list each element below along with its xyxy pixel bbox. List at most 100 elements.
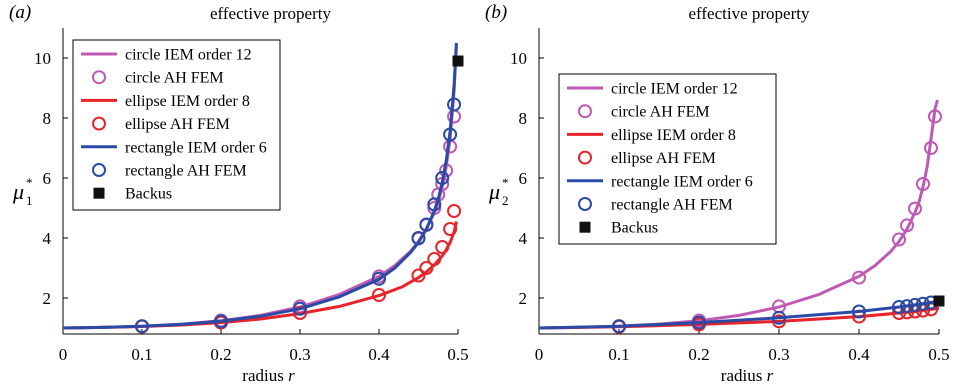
chart-panel-a: (a) effective property 0 0.1 0.2 0.3 0.4 0.5 2 4 6… bbox=[9, 2, 469, 384]
legend-label-ellipse-ah-fem: ellipse AH FEM bbox=[125, 116, 230, 133]
data-point-rectangle-ah-fem bbox=[427, 197, 442, 212]
legend-swatch-ellipse-ah-fem bbox=[578, 150, 592, 165]
legend-label-rectangle-ah-fem: rectangle AH FEM bbox=[611, 197, 733, 214]
data-point-rectangle-ah-fem bbox=[135, 319, 149, 334]
x-tick-label: 0.3 bbox=[768, 345, 789, 364]
legend-swatch-rectangle-ah-fem bbox=[578, 197, 592, 211]
y-tick-label: 6 bbox=[519, 169, 528, 188]
y-tick-label: 2 bbox=[43, 289, 52, 308]
legend-label-ellipse-ah-fem: ellipse AH FEM bbox=[611, 150, 716, 167]
chart-title: effective property bbox=[689, 4, 810, 23]
legend-label-circle-iem-order-12: circle IEM order 12 bbox=[125, 47, 252, 64]
data-point-rectangle-ah-fem bbox=[411, 231, 426, 245]
data-point-ellipse-ah-fem bbox=[372, 288, 386, 302]
data-point-rectangle-ah-fem bbox=[772, 310, 786, 325]
data-point-ellipse-ah-fem bbox=[447, 204, 462, 218]
data-point-circle-ah-fem bbox=[916, 177, 930, 191]
legend-label-rectangle-ah-fem: rectangle AH FEM bbox=[125, 163, 247, 180]
x-tick-label: 0.1 bbox=[131, 345, 152, 364]
y-tick-label: 8 bbox=[43, 109, 52, 128]
x-tick-label: 0.2 bbox=[688, 345, 709, 364]
data-point-ellipse-ah-fem bbox=[435, 240, 450, 254]
y-axis-label-superscript: * bbox=[502, 175, 509, 190]
data-point-ellipse-ah-fem bbox=[411, 268, 426, 283]
x-tick-label: 0.4 bbox=[368, 345, 390, 364]
data-point-rectangle-ah-fem bbox=[293, 301, 307, 316]
data-point-circle-ah-fem bbox=[892, 232, 906, 247]
data-point-ellipse-ah-fem bbox=[443, 222, 458, 236]
x-tick-label: 0 bbox=[535, 345, 544, 364]
legend-swatch-backus bbox=[579, 221, 591, 233]
legend-label-rectangle-iem-order-6: rectangle IEM order 6 bbox=[611, 173, 753, 190]
legend-box bbox=[558, 73, 777, 245]
legend-swatch-rectangle-ah-fem bbox=[92, 163, 106, 177]
y-axis-label: μ bbox=[12, 179, 24, 204]
legend-swatch-backus bbox=[93, 187, 105, 199]
x-tick-label: 0.5 bbox=[928, 345, 949, 364]
legend-label-circle-ah-fem: circle AH FEM bbox=[125, 70, 224, 87]
data-point-backus bbox=[452, 55, 464, 67]
data-point-circle-ah-fem bbox=[924, 141, 938, 155]
data-point-rectangle-ah-fem bbox=[612, 319, 626, 334]
data-point-rectangle-ah-fem bbox=[443, 127, 458, 142]
panel-label: (b) bbox=[485, 2, 507, 23]
chart-title: effective property bbox=[210, 4, 331, 23]
legend-label-backus: Backus bbox=[125, 186, 172, 203]
chart-panel-b: (b) effective property 0 0.1 0.2 0.3 0.4 0.5 2 4 6… bbox=[485, 2, 950, 384]
y-tick-label: 2 bbox=[519, 289, 528, 308]
legend-swatch-circle-ah-fem bbox=[578, 104, 592, 119]
legend: circle IEM order 12 circle AH FEM ellipse … bbox=[558, 73, 777, 245]
y-tick-label: 4 bbox=[43, 229, 52, 248]
x-tick-label: 0.4 bbox=[848, 345, 870, 364]
x-tick-label: 0.1 bbox=[608, 345, 629, 364]
data-point-rectangle-ah-fem bbox=[692, 315, 706, 330]
data-point-rectangle-ah-fem bbox=[372, 271, 386, 286]
data-point-circle-ah-fem bbox=[908, 201, 922, 216]
x-tick-label: 0.3 bbox=[289, 345, 310, 364]
x-tick-label: 0.5 bbox=[447, 345, 468, 364]
y-axis-label-subscript: 2 bbox=[502, 193, 509, 208]
legend-label-ellipse-iem-order-8: ellipse IEM order 8 bbox=[125, 93, 250, 110]
y-tick-label: 8 bbox=[519, 109, 528, 128]
panel-label: (a) bbox=[9, 2, 31, 23]
data-point-rectangle-ah-fem bbox=[900, 299, 914, 314]
data-point-backus bbox=[933, 295, 945, 307]
data-point-rectangle-ah-fem bbox=[447, 97, 462, 112]
data-point-rectangle-ah-fem bbox=[419, 217, 434, 232]
y-axis-label-subscript: 1 bbox=[26, 193, 33, 208]
y-tick-label: 4 bbox=[519, 229, 528, 248]
legend: circle IEM order 12 circle AH FEM ellipse … bbox=[72, 39, 281, 211]
legend-label-rectangle-iem-order-6: rectangle IEM order 6 bbox=[125, 139, 267, 156]
legend-label-ellipse-iem-order-8: ellipse IEM order 8 bbox=[611, 127, 736, 144]
data-point-circle-ah-fem bbox=[852, 270, 866, 285]
data-point-rectangle-ah-fem bbox=[916, 296, 930, 311]
legend-label-circle-iem-order-12: circle IEM order 12 bbox=[611, 81, 738, 98]
data-point-ellipse-ah-fem bbox=[427, 252, 442, 266]
legend-box bbox=[72, 39, 281, 211]
data-point-circle-ah-fem bbox=[928, 109, 942, 124]
data-point-rectangle-ah-fem bbox=[892, 300, 906, 314]
y-tick-label: 10 bbox=[34, 49, 51, 68]
legend-swatch-circle-ah-fem bbox=[92, 70, 106, 85]
data-point-rectangle-ah-fem bbox=[214, 314, 228, 329]
data-point-rectangle-ah-fem bbox=[435, 171, 450, 185]
y-tick-label: 10 bbox=[510, 49, 527, 68]
x-tick-label: 0.2 bbox=[210, 345, 231, 364]
legend-swatch-ellipse-ah-fem bbox=[92, 116, 106, 131]
data-point-ellipse-ah-fem bbox=[419, 261, 434, 275]
data-point-rectangle-ah-fem bbox=[908, 297, 922, 312]
data-point-circle-ah-fem bbox=[900, 218, 914, 233]
series-line-ellipse-iem-order-8 bbox=[63, 221, 458, 330]
series-line-rectangle-iem-order-6 bbox=[63, 42, 458, 330]
x-tick-label: 0 bbox=[59, 345, 68, 364]
y-axis-label-superscript: * bbox=[26, 175, 33, 190]
legend-label-circle-ah-fem: circle AH FEM bbox=[611, 104, 710, 121]
y-tick-label: 6 bbox=[43, 169, 52, 188]
legend-label-backus: Backus bbox=[611, 220, 658, 237]
x-axis-label: radius r bbox=[242, 366, 295, 384]
data-point-rectangle-ah-fem bbox=[852, 304, 866, 319]
y-axis-label: μ bbox=[488, 179, 500, 204]
x-axis-label: radius r bbox=[721, 366, 774, 384]
data-point-ellipse-ah-fem bbox=[293, 306, 307, 320]
series-line-ellipse-iem-order-8 bbox=[539, 306, 940, 330]
